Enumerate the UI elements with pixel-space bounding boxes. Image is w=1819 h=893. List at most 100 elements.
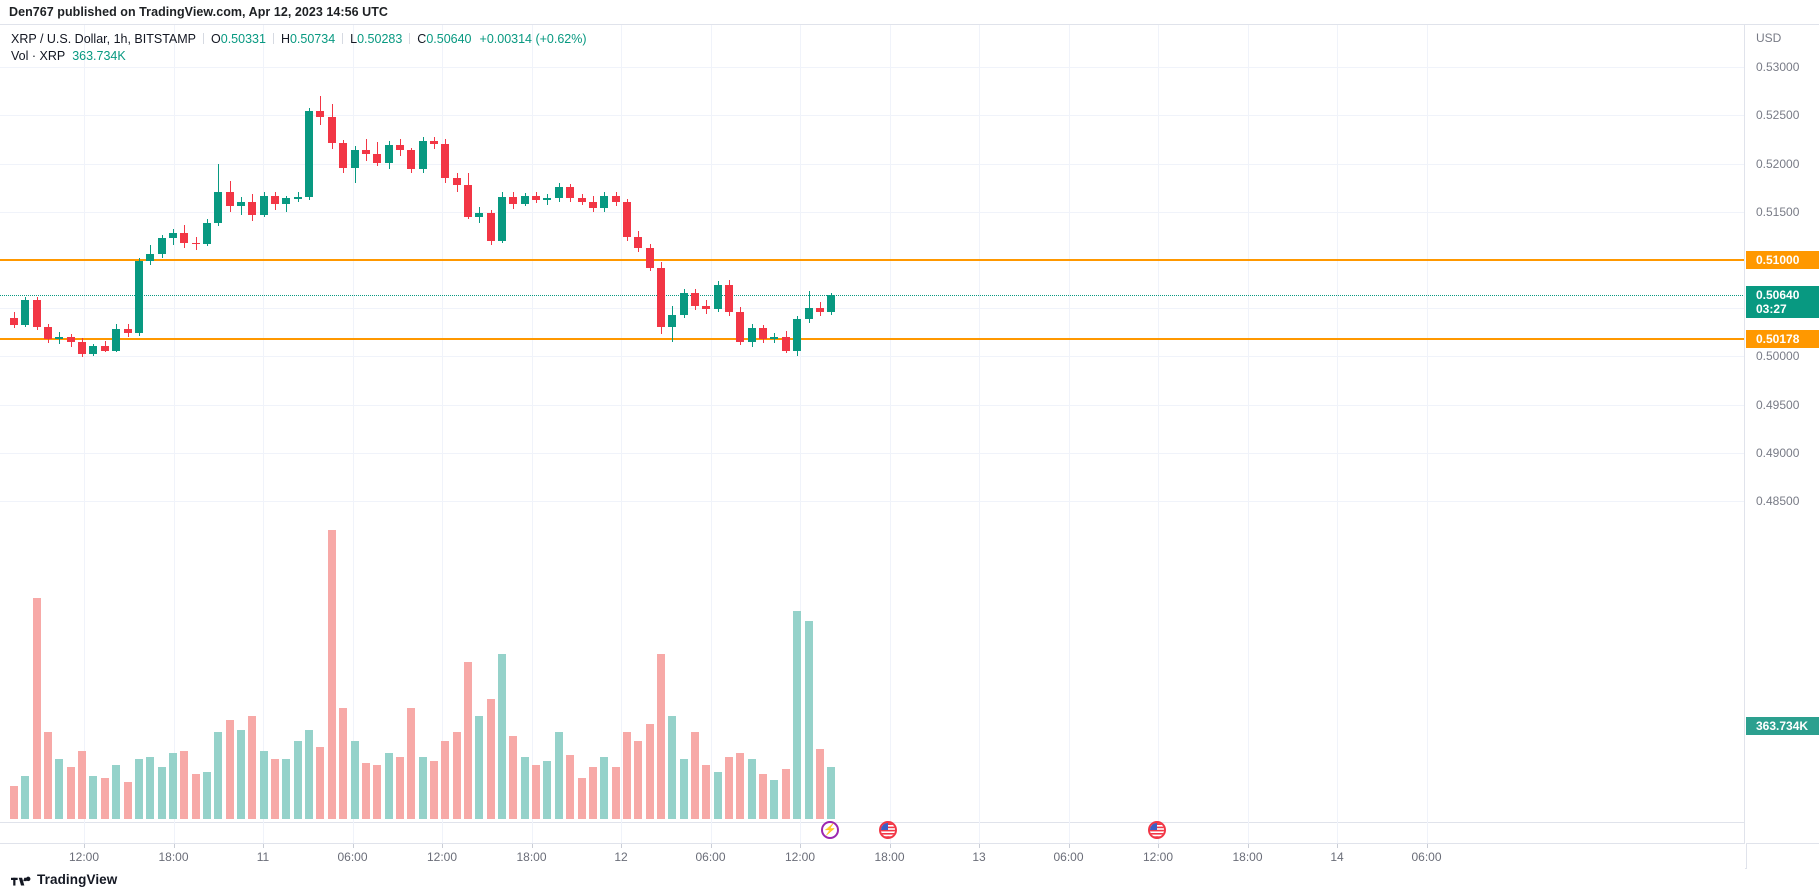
candle-body (793, 318, 802, 351)
time-axis-tick (1426, 844, 1428, 848)
volume-bar (316, 746, 325, 819)
us-flag-glyph (881, 823, 895, 837)
candle-body (736, 311, 745, 342)
candle-body (146, 254, 155, 261)
candle-body (713, 284, 722, 310)
lightning-bolt-icon[interactable]: ⚡ (821, 821, 839, 839)
candle-body (395, 145, 404, 150)
tradingview-footer[interactable]: TradingView (11, 872, 117, 887)
candle-body (509, 197, 518, 204)
candle-body (361, 150, 370, 154)
candle-body (407, 150, 416, 170)
candle-body (634, 236, 643, 249)
volume-bar (475, 715, 484, 819)
candle-body (804, 308, 813, 319)
candle-body (815, 308, 824, 312)
candle-body (157, 237, 166, 255)
time-axis-label: 14 (1330, 850, 1344, 864)
candle-body (191, 242, 200, 245)
time-axis-tick (442, 844, 443, 848)
price-axis-tick-label: 0.53000 (1756, 60, 1800, 75)
time-axis-label: 06:00 (337, 850, 368, 864)
current-price-badge[interactable]: 0.50640 03:27 (1746, 285, 1819, 318)
candle-wick (366, 139, 367, 161)
candle-body (202, 223, 211, 245)
candle-body (327, 117, 336, 144)
grid-line-horizontal (0, 356, 1744, 358)
horizontal-price-level[interactable] (0, 338, 1744, 341)
volume-bar (668, 715, 677, 819)
volume-bar (146, 757, 155, 819)
volume-bar (248, 715, 257, 819)
volume-bar (191, 773, 200, 819)
price-axis[interactable]: USD 0.53000 0.52500 0.52000 0.51500 0.51000 0… (1746, 25, 1819, 843)
time-axis-label: 18:00 (1232, 850, 1263, 864)
current-price-line (0, 294, 1744, 296)
candle-wick (809, 290, 810, 323)
us-flag-icon[interactable] (1148, 821, 1166, 839)
volume-bar (793, 610, 802, 819)
price-axis-tick-label: 0.49000 (1756, 445, 1800, 460)
time-axis-tick (889, 844, 891, 848)
volume-bar (407, 707, 416, 819)
volume-bar (577, 777, 586, 819)
volume-bar (44, 732, 53, 819)
candle-body (702, 306, 711, 310)
time-axis-tick (1158, 844, 1159, 848)
candle-body (781, 337, 790, 351)
volume-bar (679, 759, 688, 819)
volume-bar (622, 732, 631, 819)
time-axis-label: 12:00 (68, 850, 100, 864)
grid-line-vertical (1068, 25, 1070, 843)
volume-bar (759, 773, 768, 819)
volume-bar (827, 767, 836, 819)
volume-bar (509, 736, 518, 819)
candle-wick (298, 192, 299, 203)
candle-body (588, 202, 597, 208)
candle-body (225, 192, 234, 206)
grid-line-vertical (1337, 25, 1338, 843)
horizontal-price-level[interactable] (0, 258, 1744, 261)
candle-body (350, 150, 359, 169)
price-axis-tick-label: 0.48500 (1756, 493, 1800, 508)
volume-bar (168, 752, 177, 819)
time-axis-tick (621, 844, 622, 848)
candle-body (691, 292, 699, 307)
candle-body (656, 267, 665, 328)
volume-bar (441, 740, 450, 819)
volume-value-badge[interactable]: 363.734K (1746, 717, 1819, 735)
price-level-badge[interactable]: 0.50178 (1746, 330, 1819, 349)
grid-line-horizontal (0, 163, 1744, 165)
grid-line-vertical (621, 25, 622, 843)
volume-bar (713, 771, 722, 819)
volume-bar (214, 732, 223, 819)
grid-line-vertical (531, 25, 533, 843)
candle-body (520, 196, 529, 204)
us-flag-icon[interactable] (879, 821, 897, 839)
time-axis[interactable]: 12:00 18:00 11 06:00 12:00 18:00 12 06:00 12:00 1… (0, 843, 1745, 869)
volume-bar (486, 699, 495, 819)
volume-bar (702, 765, 711, 819)
volume-bar (656, 653, 665, 819)
volume-bar (55, 759, 64, 819)
volume-bar (78, 750, 87, 819)
candle-body (566, 186, 575, 199)
time-axis-label: 06:00 (1053, 850, 1084, 864)
time-axis-label: 12:00 (1142, 850, 1174, 864)
time-axis-tick (979, 844, 980, 848)
grid-line-vertical (710, 25, 712, 843)
volume-bar (373, 765, 382, 819)
chart-plot-area[interactable] (0, 25, 1745, 843)
volume-bar (770, 779, 779, 819)
grid-line-horizontal (0, 67, 1744, 69)
volume-bar (21, 775, 30, 819)
time-axis-label: 12:00 (784, 850, 816, 864)
volume-bar (634, 740, 643, 819)
time-axis-corner (1746, 843, 1819, 869)
price-level-badge[interactable]: 0.51000 (1746, 250, 1819, 269)
time-axis-label: 11 (256, 850, 270, 864)
time-axis-tick (800, 844, 801, 848)
candle-body (89, 345, 98, 355)
candle-body (441, 144, 450, 178)
